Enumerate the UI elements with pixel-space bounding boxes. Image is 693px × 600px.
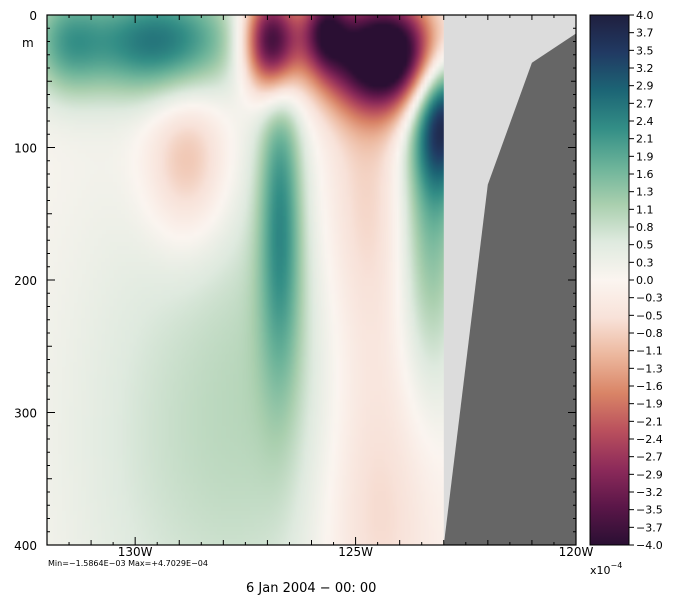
colorbar: 4.0 3.7 3.5 3.2 2.9 2.7 2.4 2.1 1.9 1.6 1.3 1.1 0.8 0… (589, 9, 663, 577)
colorbar-tick-label: −2.1 (636, 415, 663, 428)
colorbar-multiplier: x10−4 (590, 561, 622, 577)
y-tick-label: 0 (29, 9, 37, 23)
y-tick-label: 100 (14, 142, 37, 156)
x-tick-label: 130W (118, 545, 153, 559)
colorbar-multiplier-exponent: −4 (611, 561, 623, 570)
x-axis: 130W 125W 120W (46, 15, 594, 559)
colorbar-tick-label: −0.5 (636, 309, 663, 322)
colorbar-tick-label: −0.3 (636, 292, 663, 305)
time-label: 6 Jan 2004 − 00: 00 (246, 581, 376, 596)
colorbar-tick-label: −1.1 (636, 345, 663, 358)
colorbar-tick-label: 0.3 (636, 256, 654, 269)
min-max-stats: Min=−1.5864E−03 Max=+4.7029E−04 (48, 559, 208, 568)
x-tick-label: 125W (338, 545, 373, 559)
colorbar-tick-label: −2.7 (636, 451, 663, 464)
colorbar-tick-label: 3.2 (636, 62, 654, 75)
colorbar-tick-label: 1.3 (636, 186, 654, 199)
y-axis: 0 100 200 300 400 (14, 9, 576, 553)
colorbar-tick-label: 1.9 (636, 150, 654, 163)
y-axis-unit-label: m (22, 36, 34, 50)
colorbar-tick-label: 3.7 (636, 27, 654, 40)
y-tick-label: 400 (14, 539, 37, 553)
colorbar-tick-label: 2.1 (636, 133, 654, 146)
colorbar-tick-label: 2.4 (636, 115, 654, 128)
colorbar-tick-label: −2.9 (636, 468, 663, 481)
colorbar-tick-label: 0.8 (636, 221, 654, 234)
colorbar-tick-label: −3.5 (636, 504, 663, 517)
colorbar-ticks: 4.0 3.7 3.5 3.2 2.9 2.7 2.4 2.1 1.9 1.6 1.3 1.1 0.8 0… (629, 9, 663, 552)
colorbar-tick-label: −1.3 (636, 362, 663, 375)
colorbar-tick-label: −1.6 (636, 380, 663, 393)
x-tick-label: 120W (559, 545, 594, 559)
plot-area (47, 15, 576, 545)
colorbar-tick-label: 4.0 (636, 9, 654, 22)
colorbar-tick-label: −1.9 (636, 398, 663, 411)
colorbar-tick-label: −0.8 (636, 327, 663, 340)
colorbar-tick-label: 1.1 (636, 203, 654, 216)
colorbar-tick-label: 1.6 (636, 168, 654, 181)
colorbar-tick-label: −4.0 (636, 539, 663, 552)
colorbar-gradient (589, 14, 630, 546)
colorbar-tick-label: 2.7 (636, 97, 654, 110)
colorbar-tick-label: 2.9 (636, 80, 654, 93)
y-tick-label: 300 (14, 407, 37, 421)
y-tick-label: 200 (14, 274, 37, 288)
colorbar-tick-label: −3.2 (636, 486, 663, 499)
colorbar-multiplier-base: x10 (590, 564, 611, 577)
colorbar-tick-label: 0.5 (636, 239, 654, 252)
colorbar-tick-label: 0.0 (636, 274, 654, 287)
land-mask (443, 33, 576, 545)
colorbar-tick-label: −3.7 (636, 521, 663, 534)
colorbar-tick-label: −2.4 (636, 433, 663, 446)
colorbar-tick-label: 3.5 (636, 44, 654, 57)
